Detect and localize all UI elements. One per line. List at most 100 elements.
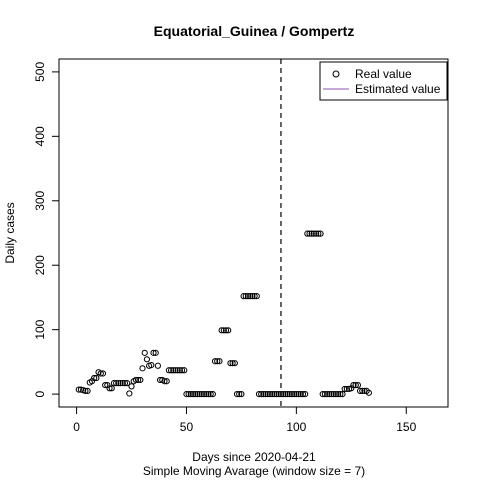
data-point	[315, 230, 322, 237]
data-point	[352, 381, 359, 389]
data-point	[203, 391, 210, 398]
data-point	[187, 391, 194, 398]
data-point	[258, 391, 265, 398]
data-point	[260, 391, 267, 398]
data-point	[310, 230, 318, 237]
data-point	[273, 391, 280, 398]
data-point	[229, 360, 236, 367]
data-point	[207, 391, 214, 398]
data-point	[341, 385, 348, 393]
data-point	[343, 385, 351, 393]
data-point	[181, 367, 188, 374]
data-point	[282, 391, 289, 398]
data-point	[269, 391, 276, 398]
data-point	[277, 391, 285, 398]
data-point	[321, 391, 329, 398]
data-point	[359, 387, 366, 394]
data-point	[326, 391, 333, 398]
data-point	[299, 391, 307, 398]
data-point	[110, 380, 118, 387]
data-point	[156, 376, 164, 384]
data-point	[286, 391, 293, 398]
data-point	[313, 230, 320, 237]
data-point	[222, 327, 230, 334]
data-point	[302, 391, 309, 398]
y-tick-label: 100	[33, 319, 47, 339]
data-point	[227, 360, 234, 367]
data-point	[148, 362, 155, 369]
data-point	[231, 360, 238, 367]
data-point	[295, 391, 302, 398]
data-point	[93, 374, 100, 382]
data-point	[220, 327, 227, 334]
data-point	[150, 349, 157, 356]
data-point	[317, 230, 324, 237]
data-point	[238, 391, 245, 398]
x-tick-label: 150	[396, 420, 416, 434]
legend-real-value-marker	[332, 70, 340, 78]
data-point	[185, 391, 192, 398]
data-point	[170, 367, 177, 374]
y-axis: 0 100 200 300 400 500	[33, 62, 60, 397]
data-point	[209, 391, 216, 398]
data-point	[211, 358, 219, 365]
data-point	[350, 381, 357, 389]
x-axis-label: Days since 2020-04-21	[192, 450, 316, 464]
data-point	[335, 391, 342, 398]
data-point	[218, 327, 225, 334]
y-tick-label: 400	[33, 126, 47, 146]
data-point	[225, 327, 232, 334]
legend: Real value Estimated value	[319, 61, 448, 101]
data-point	[332, 391, 340, 398]
data-point	[288, 391, 296, 398]
data-point	[324, 391, 331, 398]
data-point	[293, 391, 300, 398]
data-point	[119, 380, 126, 387]
data-point	[200, 391, 208, 398]
data-point	[244, 293, 252, 300]
data-point	[102, 381, 109, 389]
data-point	[308, 230, 315, 237]
data-point	[192, 391, 199, 398]
data-point	[178, 367, 186, 374]
data-point	[194, 391, 201, 398]
data-point	[214, 358, 221, 365]
data-point	[198, 391, 205, 398]
data-point	[319, 391, 326, 398]
data-point	[126, 390, 133, 397]
data-point	[242, 293, 249, 300]
y-tick-label: 200	[33, 255, 47, 275]
data-point	[84, 387, 91, 394]
data-point	[128, 383, 135, 390]
data-point	[189, 391, 197, 398]
data-point	[291, 391, 298, 398]
y-tick-label: 500	[33, 62, 47, 82]
data-point	[99, 370, 107, 377]
data-point	[330, 391, 337, 398]
data-point	[264, 391, 271, 398]
y-axis-label: Daily cases	[3, 202, 17, 263]
data-point	[249, 293, 256, 300]
data-point	[266, 391, 274, 398]
data-point	[183, 391, 190, 398]
legend-estimated-value-label: Estimated value	[355, 82, 441, 96]
data-point	[106, 385, 113, 392]
data-point	[216, 358, 223, 365]
data-point	[82, 387, 89, 394]
y-tick-label: 0	[33, 390, 47, 397]
data-point	[172, 367, 179, 374]
x-axis: 0 50 100 150	[73, 406, 417, 434]
data-point	[117, 380, 124, 387]
data-point	[167, 367, 175, 374]
data-point	[121, 380, 129, 387]
x-tick-label: 50	[180, 420, 194, 434]
data-point	[365, 389, 372, 396]
data-point	[135, 376, 142, 384]
data-point	[108, 385, 115, 392]
data-point	[176, 367, 183, 374]
legend-box	[319, 61, 448, 101]
data-point	[141, 349, 148, 356]
data-point	[253, 293, 260, 300]
data-point	[275, 391, 282, 398]
